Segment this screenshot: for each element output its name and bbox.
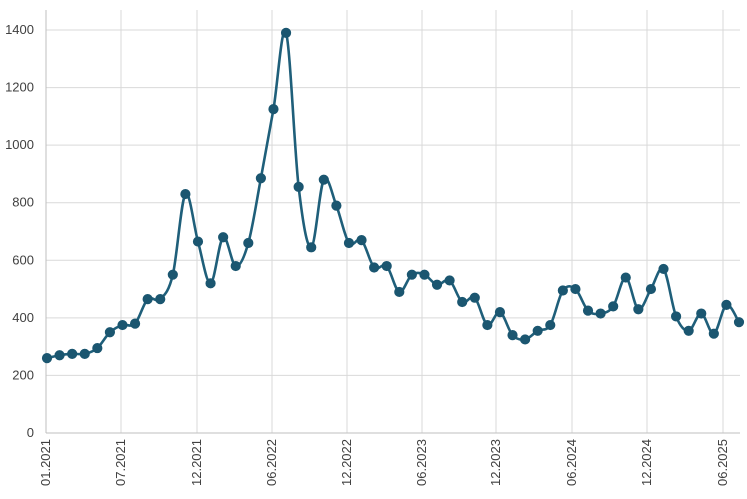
data-point	[268, 104, 279, 115]
x-tick-label: 06.2023	[414, 439, 429, 486]
data-point	[356, 235, 367, 246]
x-tick-label: 12.2021	[189, 439, 204, 486]
data-point	[444, 275, 455, 286]
data-point	[343, 237, 355, 249]
label-layer: 0 200 400 600 800 1000 1200 1400 01.2021 07.2021 1…	[5, 22, 730, 486]
data-point	[670, 311, 682, 322]
data-point	[142, 294, 153, 305]
grid-layer	[45, 10, 740, 434]
data-point	[658, 263, 669, 275]
y-tick-label: 400	[12, 310, 34, 325]
y-tick-label: 1200	[5, 80, 34, 95]
data-point	[570, 283, 581, 295]
y-tick-label: 1400	[5, 22, 34, 37]
data-point	[520, 334, 531, 345]
data-point	[608, 301, 619, 312]
data-point	[67, 348, 78, 359]
data-point	[129, 318, 141, 329]
x-tick-label: 07.2021	[113, 439, 128, 486]
data-point	[557, 285, 568, 296]
data-point	[381, 260, 392, 272]
data-point	[482, 319, 493, 331]
data-point	[457, 296, 468, 308]
data-point	[306, 242, 317, 253]
data-point	[708, 328, 719, 339]
data-point	[595, 308, 606, 319]
x-tick-label: 12.2023	[488, 439, 503, 486]
data-point	[620, 272, 631, 283]
x-tick-label: 06.2024	[564, 439, 579, 486]
data-point	[205, 278, 216, 289]
data-point	[733, 317, 745, 328]
data-point	[167, 269, 178, 280]
data-point	[721, 299, 732, 311]
data-point	[155, 294, 166, 305]
data-point	[318, 174, 329, 185]
data-point	[545, 319, 556, 331]
data-point	[79, 348, 90, 359]
x-tick-label: 12.2022	[339, 439, 354, 486]
data-point	[507, 330, 518, 341]
data-point	[696, 308, 707, 319]
x-tick-label: 12.2024	[639, 439, 654, 486]
series-layer	[41, 27, 745, 364]
data-point	[280, 27, 292, 38]
y-tick-label: 800	[12, 195, 34, 210]
data-point	[54, 350, 65, 361]
data-point	[230, 260, 241, 272]
data-point	[582, 305, 594, 316]
data-point	[218, 232, 229, 243]
data-point	[683, 325, 694, 336]
axis-layer	[45, 10, 740, 434]
data-point	[431, 279, 443, 290]
y-tick-label: 600	[12, 252, 34, 267]
data-point	[92, 342, 103, 354]
y-tick-label: 200	[12, 367, 34, 382]
data-point	[645, 283, 657, 295]
data-point	[419, 269, 430, 280]
data-point	[180, 188, 191, 200]
data-point	[117, 319, 128, 331]
x-tick-label: 06.2025	[715, 439, 730, 486]
data-point	[406, 269, 417, 280]
y-tick-label: 1000	[5, 137, 34, 152]
data-point	[41, 353, 53, 364]
data-point	[494, 307, 506, 318]
data-point	[255, 173, 266, 184]
x-tick-label: 01.2021	[38, 439, 53, 486]
data-point	[469, 292, 480, 303]
data-point	[192, 236, 204, 247]
y-tick-label: 0	[27, 425, 34, 440]
data-point	[243, 237, 254, 249]
data-point	[331, 200, 342, 211]
data-point	[369, 262, 380, 273]
data-point	[293, 181, 304, 192]
data-point	[633, 304, 644, 315]
data-point	[532, 325, 543, 336]
data-point	[394, 286, 405, 298]
x-tick-label: 06.2022	[264, 439, 279, 486]
data-point	[104, 327, 116, 338]
